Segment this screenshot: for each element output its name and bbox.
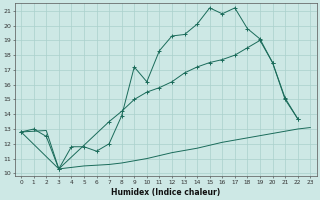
X-axis label: Humidex (Indice chaleur): Humidex (Indice chaleur) (111, 188, 220, 197)
